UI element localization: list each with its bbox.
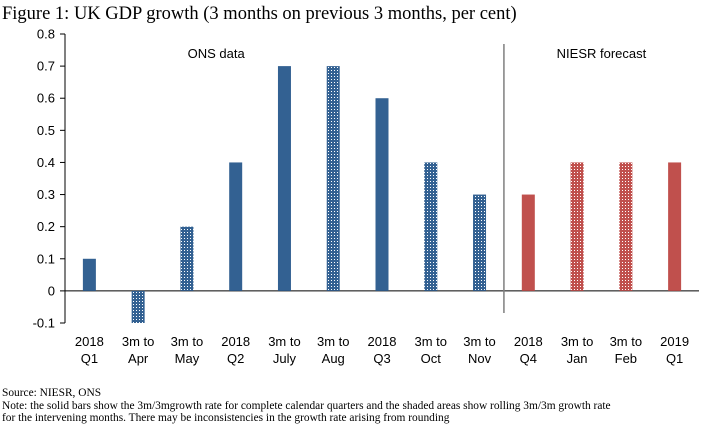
x-tick-label: 2019 Q1 [660, 334, 689, 366]
y-tick-label: 0.3 [37, 187, 55, 202]
y-tick-label: 0.1 [37, 251, 55, 266]
x-tick-label: 3m to Aug [317, 334, 350, 366]
source-note: Source: NIESR, ONS [2, 387, 102, 399]
bar [375, 98, 389, 291]
footnote-line-2: for the intervening months. There may be… [2, 412, 450, 424]
y-tick-label: 0.5 [37, 123, 55, 138]
y-tick-label: 0.7 [37, 59, 55, 74]
x-tick-label: 3m to July [268, 334, 301, 366]
y-tick-label: 0.4 [37, 155, 55, 170]
bar [473, 194, 487, 291]
x-tick-label: 3m to Apr [122, 334, 155, 366]
x-tick-label: 3m to Jan [561, 334, 594, 366]
bar [82, 258, 96, 291]
bar [668, 162, 682, 291]
y-tick-label: 0 [48, 283, 55, 298]
x-tick-label: 3m to May [171, 334, 204, 366]
x-tick-label: 2018 Q1 [75, 334, 104, 366]
y-tick-label: 0.8 [37, 27, 55, 42]
x-tick-label: 3m to Oct [415, 334, 448, 366]
y-tick-label: -0.1 [33, 316, 55, 331]
x-tick-label: 3m to Nov [463, 334, 496, 366]
y-tick-label: 0.2 [37, 219, 55, 234]
x-tick-label: 3m to Feb [610, 334, 643, 366]
bar [570, 162, 584, 291]
y-tick-label: 0.6 [37, 91, 55, 106]
chart-title: Figure 1: UK GDP growth (3 months on pre… [2, 4, 517, 24]
x-tick-label: 2018 Q2 [221, 334, 250, 366]
bar [229, 162, 243, 291]
bar [521, 194, 535, 291]
bar [131, 290, 145, 323]
footnote-line-1: Note: the solid bars show the 3m/3mgrowt… [2, 399, 611, 412]
x-tick-label: 2018 Q3 [368, 334, 397, 366]
bar [424, 162, 438, 291]
bar [180, 226, 194, 291]
niesr-forecast-label: NIESR forecast [557, 46, 647, 61]
x-tick-label: 2018 Q4 [514, 334, 543, 366]
bar [619, 162, 633, 291]
chart-plot: -0.1 0 0.1 0.2 0.3 0.4 0.5 0.6 0.7 0.8 2018 Q1 3m to… [33, 27, 699, 366]
bar [326, 66, 340, 291]
bar [277, 66, 291, 291]
ons-data-label: ONS data [188, 46, 246, 61]
chart-footer: Source: NIESR, ONS Note: the solid bars … [2, 387, 706, 425]
